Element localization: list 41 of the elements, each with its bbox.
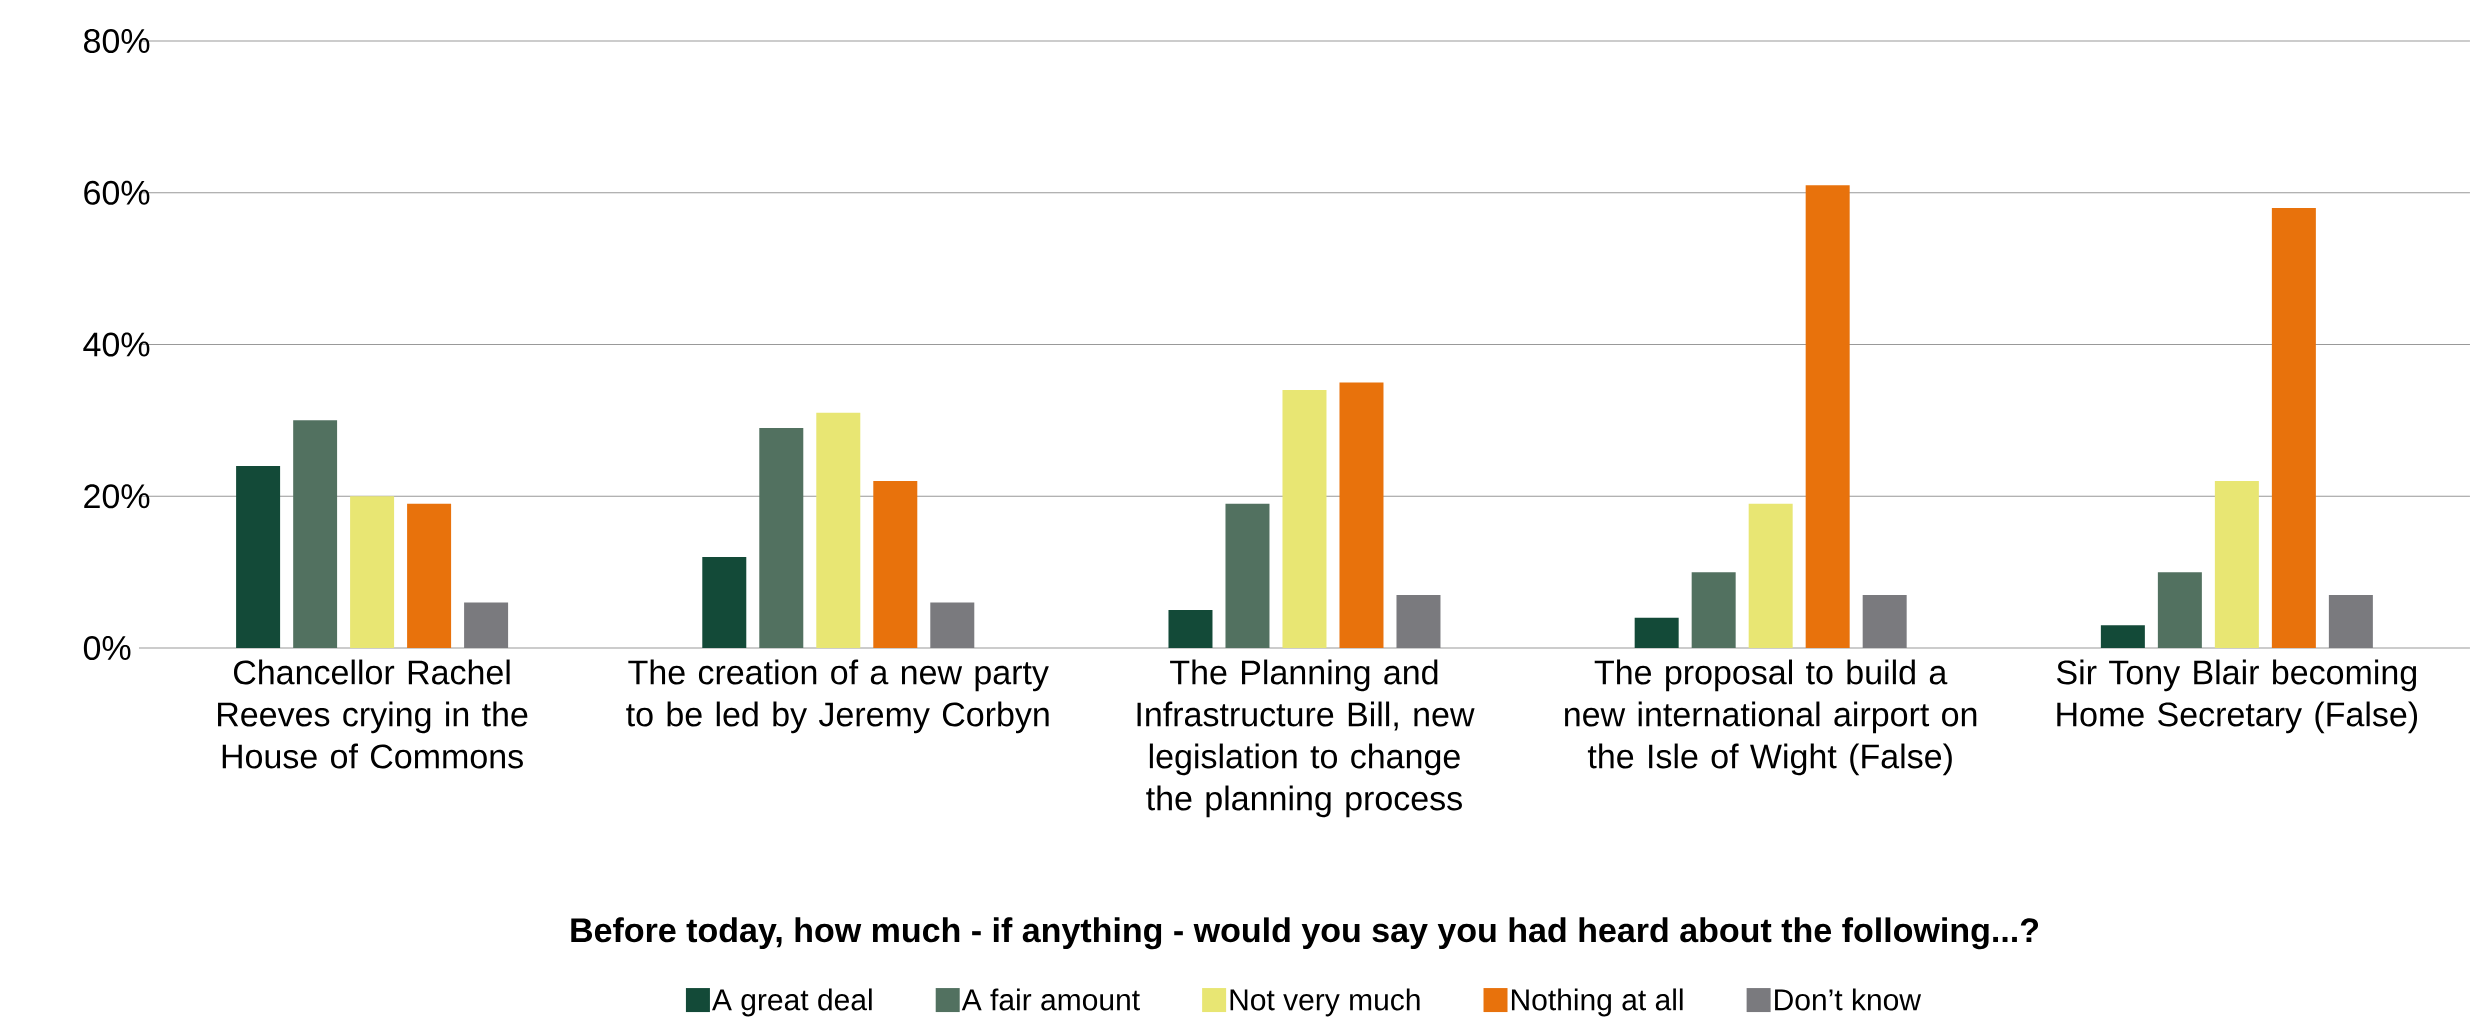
y-tick-label: 80% [84, 28, 150, 54]
bar [1168, 610, 1213, 648]
bar [930, 602, 975, 648]
bar [873, 481, 918, 648]
legend-label: A fair amount [961, 988, 1140, 1011]
bar [2157, 572, 2202, 648]
bar [759, 427, 804, 648]
legend-label: Not very much [1230, 988, 1420, 1017]
bar [1282, 390, 1327, 648]
x-axis-title: Before today, how much - if anything - would you say you had heard about the following...? [571, 917, 2039, 950]
bar [1748, 503, 1793, 648]
y-tick-label: 40% [83, 332, 150, 357]
bar [350, 496, 395, 648]
bar [2328, 594, 2373, 648]
legend-label: A great deal [711, 988, 872, 1017]
bar [702, 556, 747, 648]
bar [816, 412, 861, 648]
bar [1634, 617, 1679, 648]
bar [1691, 572, 1736, 648]
y-tick-label: 0% [83, 635, 131, 661]
bar [407, 503, 452, 648]
y-tick-label: 60% [84, 180, 150, 205]
bar [464, 602, 509, 648]
bar [293, 420, 338, 648]
bar [1805, 185, 1850, 648]
x-tick-label: The creation of a new party to be led by Jeremy Corbyn [626, 659, 1049, 734]
bar [2100, 625, 2145, 648]
x-tick-label: The Planning and Infrastructure Bill, new legislation to change the planning process [1137, 659, 1475, 818]
bar [2214, 481, 2259, 648]
bar [236, 465, 281, 648]
bar [1862, 594, 1907, 648]
x-tick-label: Sir Tony Blair becoming Home Secretary (False) [2057, 659, 2418, 734]
bar [1396, 594, 1441, 648]
legend-label: Nothing at all [1511, 988, 1683, 1017]
bar [1339, 382, 1384, 648]
bar [2271, 207, 2316, 648]
y-tick-label: 20% [84, 484, 150, 509]
bar [1225, 503, 1270, 648]
legend-label: Don’t know [1775, 988, 1922, 1011]
x-tick-label: The proposal to build a new international airport on the Isle of Wight (False) [1565, 659, 1977, 776]
x-tick-label: Chancellor Rachel Reeves crying in the House of Commons [218, 659, 528, 769]
